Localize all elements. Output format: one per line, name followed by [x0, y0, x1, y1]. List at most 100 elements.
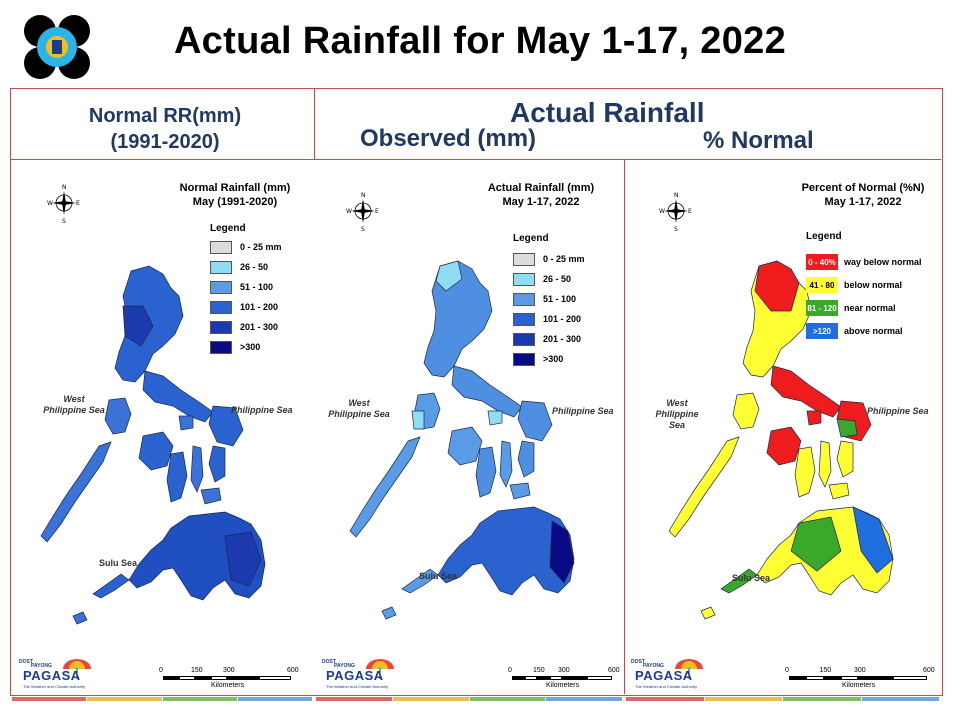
island-shape	[349, 436, 421, 538]
island-shape	[828, 482, 850, 500]
strip-segment	[626, 697, 704, 701]
island-shape	[401, 568, 439, 594]
legend-entry: 26 - 50	[210, 260, 268, 274]
island-shape	[411, 410, 425, 430]
brand-mid-text: PAYONG	[31, 663, 52, 669]
island-shape	[794, 446, 816, 498]
island-shape	[517, 440, 535, 478]
scale-tick-label: 300	[223, 667, 235, 674]
island-shape	[852, 506, 894, 574]
panel3-title-line2: May 1-17, 2022	[824, 196, 902, 208]
island-shape	[447, 426, 483, 466]
legend-swatch	[210, 280, 232, 294]
scale-segment	[823, 676, 841, 680]
brand-tagline: The Weather and Climate Authority	[635, 684, 698, 689]
legend-label: near normal	[844, 303, 896, 313]
island-shape	[208, 405, 244, 447]
scale-segment	[259, 676, 291, 680]
scale-segment	[549, 676, 562, 680]
scale-unit: Kilometers	[842, 682, 876, 689]
brand-tagline: The Weather and Climate Authority	[326, 684, 389, 689]
panel1-sea-sulu: Sulu Sea	[99, 558, 138, 568]
svg-text:S: S	[62, 218, 66, 223]
panel3-sea-west: West Philippine Sea	[655, 398, 699, 430]
island-shape	[92, 573, 130, 599]
normal-rainfall-map-panel: N S W E Normal Rainfall (mm) May (1991-2…	[11, 161, 313, 693]
legend-swatch	[210, 260, 232, 274]
panel1-sea-west: West Philippine Sea	[43, 394, 105, 415]
legend-swatch	[210, 300, 232, 314]
legend-label: 26 - 50	[240, 262, 269, 272]
legend-label: way below normal	[844, 257, 922, 267]
island-shape	[122, 305, 154, 347]
island-shape	[517, 400, 553, 442]
island-shape	[766, 426, 802, 466]
umbrella-icon	[675, 659, 703, 679]
island-shape	[720, 568, 758, 594]
legend-label: 26 - 50	[543, 274, 572, 284]
umbrella-icon	[63, 659, 91, 679]
pagasa-logo: DOST PAYONG PAGASA The Weather and Climate …	[320, 657, 400, 691]
scale-tick-label: 150	[533, 667, 545, 674]
island-shape	[104, 397, 132, 435]
scale-tick-label: 300	[558, 667, 570, 674]
brand-mid-text: PAYONG	[334, 663, 355, 669]
island-shape	[754, 260, 800, 312]
island-shape	[700, 606, 716, 620]
pagasa-logo: DOST PAYONG PAGASA The Weather and Climate …	[629, 657, 709, 691]
island-shape	[40, 441, 112, 543]
island-shape	[487, 410, 503, 426]
umbrella-icon	[366, 659, 394, 679]
scale-unit: Kilometers	[546, 682, 580, 689]
legend-entry: 101 - 200	[513, 312, 581, 326]
legend-entry: 0 - 25 mm	[210, 240, 282, 254]
scale-segment	[227, 676, 259, 680]
legend-label: 101 - 200	[543, 314, 582, 324]
scale-segment	[789, 676, 807, 680]
legend-entry: 41 - 80 below normal	[806, 277, 902, 293]
strip-segment	[783, 697, 861, 701]
legend-swatch	[513, 332, 535, 346]
legend-label: 201 - 300	[543, 334, 582, 344]
svg-text:S: S	[674, 226, 678, 231]
scale-segment	[211, 676, 227, 680]
svg-text:E: E	[76, 200, 80, 207]
legend-label: 201 - 300	[240, 322, 279, 332]
legend-swatch	[513, 312, 535, 326]
island-shape	[142, 370, 214, 423]
actual-rainfall-map	[349, 260, 575, 620]
svg-text:W: W	[659, 208, 665, 215]
scale-tick-label: 600	[923, 667, 935, 674]
legend-swatch	[513, 292, 535, 306]
legend-entry: >300	[210, 340, 260, 354]
panel3-legend-title: Legend	[806, 231, 842, 242]
svg-text:N: N	[674, 192, 679, 199]
island-shape	[770, 365, 842, 418]
brand-top-text: DOST	[322, 659, 336, 665]
scale-segment	[512, 676, 525, 680]
island-shape	[451, 365, 523, 418]
percent-normal-map-panel: N S W E Percent of Normal (%N) May 1-17,…	[625, 161, 940, 693]
strip-segment	[704, 697, 782, 701]
island-shape	[509, 482, 531, 500]
island-shape	[138, 431, 174, 471]
scale-segment	[195, 676, 211, 680]
scale-segment	[587, 676, 612, 680]
panel3-sea-east: Philippine Sea	[867, 406, 929, 416]
legend-entry: 0 - 25 mm	[513, 252, 585, 266]
island-shape	[836, 418, 858, 438]
legend-entry: 26 - 50	[513, 272, 571, 286]
scale-tick-label: 0	[785, 667, 789, 674]
actual-rainfall-map-panel: N S W E Actual Rainfall (mm) May 1-17, 2…	[316, 161, 623, 693]
legend-entry: 81 - 120 near normal	[806, 300, 896, 316]
panel1-sea-east: Philippine Sea	[231, 405, 293, 415]
scale-segment	[892, 676, 927, 680]
philippines-map-shape	[349, 260, 575, 620]
philippines-map-shape	[40, 265, 266, 625]
island-shape	[381, 606, 397, 620]
island-shape	[224, 531, 262, 587]
svg-text:E: E	[688, 208, 692, 215]
island-shape	[806, 410, 822, 426]
brand-mid-text: PAYONG	[643, 663, 664, 669]
panel2-title-line2: May 1-17, 2022	[502, 196, 580, 208]
